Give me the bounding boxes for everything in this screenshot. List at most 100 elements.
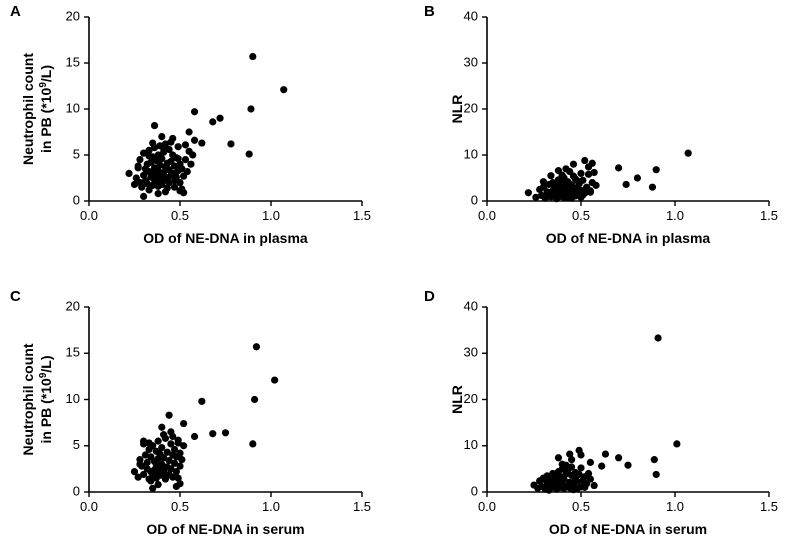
data-point-b — [532, 193, 540, 201]
data-point-c — [198, 397, 206, 405]
y-tick-label-c: 20 — [66, 298, 80, 313]
y-axis-label-line1-c: Neutrophil count — [20, 343, 36, 455]
data-point-b — [588, 159, 596, 167]
data-point-a — [125, 169, 133, 177]
data-point-c — [174, 436, 182, 444]
data-point-c — [141, 451, 150, 459]
x-tick-label-d: 0.5 — [572, 499, 590, 514]
x-tick-label-d: 1.0 — [666, 499, 684, 514]
data-point-a — [187, 160, 195, 168]
data-point-a — [149, 139, 157, 147]
data-point-c — [154, 481, 162, 489]
data-point-d — [624, 461, 632, 469]
y-axis-label-unit-c: /L) — [38, 355, 54, 372]
data-point-c — [209, 430, 217, 438]
data-point-d — [590, 481, 598, 490]
data-point-c — [145, 439, 153, 447]
data-point-c — [136, 460, 144, 468]
data-point-c — [160, 431, 168, 439]
data-point-c — [165, 411, 173, 419]
data-point-d — [586, 475, 595, 483]
data-point-a — [245, 150, 253, 158]
data-point-d — [554, 454, 563, 462]
y-tick-label-d: 40 — [464, 298, 478, 313]
data-point-d — [545, 486, 553, 494]
data-point-d — [598, 462, 606, 470]
data-point-a — [185, 128, 193, 136]
y-tick-label-d: 20 — [464, 391, 478, 406]
data-point-d — [577, 464, 585, 472]
data-point-a — [150, 121, 159, 130]
y-axis-label-b: NLR — [449, 95, 465, 124]
data-point-b — [584, 170, 593, 178]
data-point-a — [227, 140, 235, 148]
x-tick-label-d: 1.5 — [760, 499, 778, 514]
data-point-c — [190, 432, 199, 441]
data-point-a — [169, 134, 177, 143]
data-point-a — [158, 133, 166, 141]
x-tick-label-a: 0.5 — [171, 208, 189, 223]
x-tick-label-a: 1.0 — [262, 208, 280, 223]
data-point-a — [181, 141, 190, 149]
data-point-c — [271, 376, 279, 384]
data-point-a — [161, 188, 170, 196]
data-point-c — [221, 429, 230, 437]
data-point-a — [190, 108, 199, 116]
y-axis-label-d: NLR — [449, 385, 465, 414]
data-point-b — [590, 168, 598, 177]
data-point-a — [174, 143, 182, 151]
data-point-b — [586, 188, 595, 196]
data-point-d — [569, 486, 578, 494]
y-axis-label-superscript-a: 9 — [38, 82, 49, 88]
y-tick-label-a: 10 — [66, 100, 80, 115]
data-point-c — [140, 470, 148, 479]
data-point-c — [170, 445, 179, 454]
data-point-c — [169, 473, 177, 481]
data-point-a — [163, 175, 171, 183]
data-point-d — [575, 470, 583, 479]
data-point-b — [543, 192, 551, 200]
x-axis-label-b: OD of NE-DNA in plasma — [546, 230, 711, 246]
data-point-d — [654, 334, 662, 342]
data-point-a — [147, 158, 155, 166]
data-point-b — [581, 156, 589, 165]
data-point-b — [573, 177, 581, 185]
data-point-a — [198, 139, 206, 147]
data-point-c — [251, 395, 259, 404]
data-point-c — [149, 484, 157, 492]
data-point-d — [568, 456, 576, 464]
data-point-d — [539, 475, 548, 483]
data-point-c — [180, 442, 188, 450]
y-axis-label-line2-a: in PB (*109/L) — [38, 65, 54, 153]
y-tick-label-d: 30 — [464, 345, 478, 360]
data-point-d — [584, 469, 593, 478]
data-point-c — [252, 343, 261, 351]
y-tick-label-a: 20 — [66, 8, 80, 23]
data-point-a — [154, 190, 162, 198]
data-point-c — [172, 468, 180, 476]
data-point-b — [615, 164, 623, 172]
data-point-d — [573, 477, 581, 485]
data-point-b — [577, 169, 585, 177]
data-point-b — [558, 171, 566, 179]
data-point-a — [140, 171, 148, 179]
y-tick-label-d: 0 — [471, 483, 478, 498]
data-point-c — [160, 454, 168, 462]
y-tick-label-c: 0 — [73, 483, 80, 498]
data-point-a — [145, 186, 153, 194]
y-tick-label-c: 15 — [66, 345, 80, 360]
data-point-a — [160, 168, 168, 177]
data-point-b — [569, 160, 578, 168]
data-point-c — [154, 437, 162, 445]
data-point-c — [150, 468, 159, 477]
data-point-a — [183, 167, 191, 176]
data-point-a — [174, 155, 182, 163]
data-point-a — [158, 155, 166, 163]
data-point-c — [249, 440, 257, 448]
data-point-a — [145, 146, 153, 154]
data-point-c — [163, 448, 171, 456]
y-tick-label-d: 10 — [464, 437, 478, 452]
data-point-a — [190, 136, 199, 144]
data-point-c — [158, 460, 166, 468]
data-point-d — [552, 485, 561, 493]
